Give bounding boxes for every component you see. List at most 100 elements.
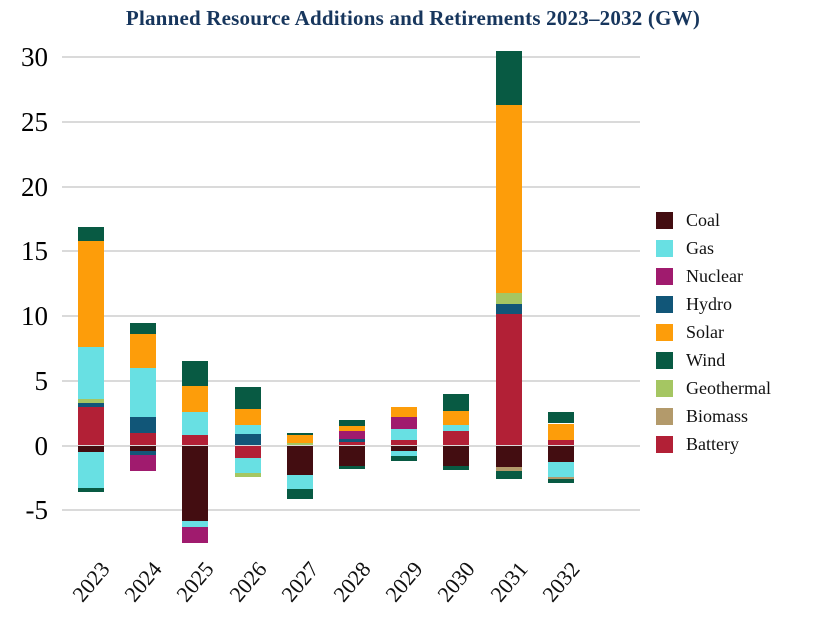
bar-segment-2023-gas-addition	[78, 347, 104, 399]
bar-segment-2025-solar-addition	[182, 385, 208, 412]
bar-segment-2028-hydro-addition	[339, 439, 365, 442]
bar-segment-2032-wind-addition	[548, 411, 574, 424]
bar-segment-2027-wind-addition	[287, 432, 313, 436]
bar-segment-2031-hydro-addition	[496, 304, 522, 314]
gridline-20	[62, 185, 640, 188]
bar-segment-2032-battery-addition	[548, 440, 574, 446]
bar-segment-2027-coal-retirement	[287, 445, 313, 476]
bar-segment-2027-wind-retirement	[287, 489, 313, 499]
legend-item-coal: Coal	[656, 210, 771, 230]
legend-swatch-battery	[656, 436, 673, 453]
legend-swatch-solar	[656, 324, 673, 341]
bar-segment-2025-battery-addition	[182, 435, 208, 446]
y-tick-label: 25	[21, 107, 48, 137]
legend-item-solar: Solar	[656, 322, 771, 342]
bar-segment-2029-solar-addition	[391, 406, 417, 418]
x-tick-label-2029: 2029	[380, 556, 428, 607]
bar-segment-2023-hydro-addition	[78, 402, 104, 407]
bar-segment-2029-nuclear-addition	[391, 417, 417, 429]
bar-segment-2032-wind-retirement	[548, 479, 574, 484]
bar-segment-2026-battery-retirement	[235, 445, 261, 459]
legend-item-hydro: Hydro	[656, 294, 771, 314]
y-tick-label: 30	[21, 42, 48, 73]
gridline-25	[62, 121, 640, 123]
bar-segment-2030-gas-addition	[443, 424, 469, 432]
bar-segment-2024-hydro-addition	[130, 417, 156, 433]
legend-label-nuclear: Nuclear	[686, 266, 743, 286]
y-tick-label: 0	[34, 430, 49, 461]
gridline--5	[62, 509, 640, 512]
bar-segment-2030-wind-retirement	[443, 466, 469, 471]
bar-segment-2032-coal-retirement	[548, 445, 574, 463]
bar-segment-2028-battery-addition	[339, 441, 365, 446]
legend-swatch-geothermal	[656, 380, 673, 397]
bar-segment-2028-solar-addition	[339, 426, 365, 432]
bar-segment-2023-coal-retirement	[78, 445, 104, 452]
legend-swatch-coal	[656, 212, 673, 229]
legend-item-nuclear: Nuclear	[656, 266, 771, 286]
bar-segment-2025-coal-retirement	[182, 445, 208, 521]
bar-segment-2029-gas-retirement	[391, 450, 417, 456]
bar-segment-2030-solar-addition	[443, 410, 469, 425]
bar-segment-2025-wind-addition	[182, 361, 208, 386]
legend-swatch-nuclear	[656, 268, 673, 285]
bar-segment-2030-wind-addition	[443, 393, 469, 411]
bar-segment-2024-wind-addition	[130, 322, 156, 335]
legend-label-battery: Battery	[686, 434, 739, 454]
bar-segment-2029-coal-retirement	[391, 445, 417, 451]
chart-title: Planned Resource Additions and Retiremen…	[125, 6, 701, 30]
x-tick-label-2025: 2025	[171, 556, 220, 607]
legend: Coal Gas Nuclear Hydro Solar Wind Geothermal Bi…	[656, 210, 771, 454]
gridline-10	[62, 315, 640, 318]
legend-item-battery: Battery	[656, 434, 771, 454]
legend-swatch-wind	[656, 352, 673, 369]
y-tick-label: 20	[21, 171, 48, 202]
bar-segment-2029-battery-addition	[391, 440, 417, 446]
legend-label-gas: Gas	[686, 238, 714, 258]
x-tick-label-2027: 2027	[275, 556, 324, 607]
bar-segment-2028-wind-retirement	[339, 466, 365, 469]
legend-swatch-gas	[656, 240, 673, 257]
bar-segment-2026-geothermal-retirement	[235, 472, 261, 477]
bar-segment-2030-battery-addition	[443, 431, 469, 446]
bar-segment-2024-battery-addition	[130, 432, 156, 446]
x-tick-label-2031: 2031	[484, 556, 533, 607]
legend-label-wind: Wind	[686, 350, 726, 370]
bar-segment-2029-gas-addition	[391, 428, 417, 441]
bar-segment-2026-solar-addition	[235, 409, 261, 425]
y-tick-label: 5	[34, 365, 49, 396]
bar-segment-2028-wind-addition	[339, 419, 365, 427]
legend-label-biomass: Biomass	[686, 406, 749, 426]
gridline-15	[62, 250, 640, 253]
x-tick-label-2032: 2032	[536, 556, 585, 607]
bar-segment-2026-gas-addition	[235, 424, 261, 434]
bar-segment-2026-hydro-addition	[235, 433, 261, 446]
legend-label-geothermal: Geothermal	[686, 378, 771, 398]
legend-swatch-biomass	[656, 408, 673, 425]
x-tick-label-2026: 2026	[223, 556, 272, 607]
bar-segment-2032-gas-retirement	[548, 462, 574, 477]
legend-label-hydro: Hydro	[686, 294, 732, 314]
legend-item-geothermal: Geothermal	[656, 378, 771, 398]
bar-segment-2030-coal-retirement	[443, 445, 469, 467]
legend-label-solar: Solar	[686, 322, 724, 342]
bar-segment-2025-gas-retirement	[182, 520, 208, 528]
bar-segment-2029-wind-retirement	[391, 455, 417, 462]
legend-swatch-hydro	[656, 296, 673, 313]
bar-segment-2023-battery-addition	[78, 406, 104, 446]
y-tick-label: 10	[21, 301, 48, 332]
legend-item-wind: Wind	[656, 350, 771, 370]
bar-segment-2031-solar-addition	[496, 105, 522, 293]
gridline-5	[62, 379, 640, 382]
bar-segment-2024-gas-addition	[130, 367, 156, 418]
y-tick-label: 15	[21, 236, 48, 267]
bar-segment-2023-gas-retirement	[78, 451, 104, 489]
bar-segment-2024-hydro-retirement	[130, 450, 156, 455]
bar-segment-2023-solar-addition	[78, 241, 104, 348]
bar-segment-2028-coal-retirement	[339, 445, 365, 467]
bar-segment-2024-coal-retirement	[130, 445, 156, 451]
bar-segment-2032-solar-addition	[548, 423, 574, 441]
bar-segment-2023-geothermal-addition	[78, 398, 104, 403]
bar-segment-2023-wind-addition	[78, 226, 104, 242]
